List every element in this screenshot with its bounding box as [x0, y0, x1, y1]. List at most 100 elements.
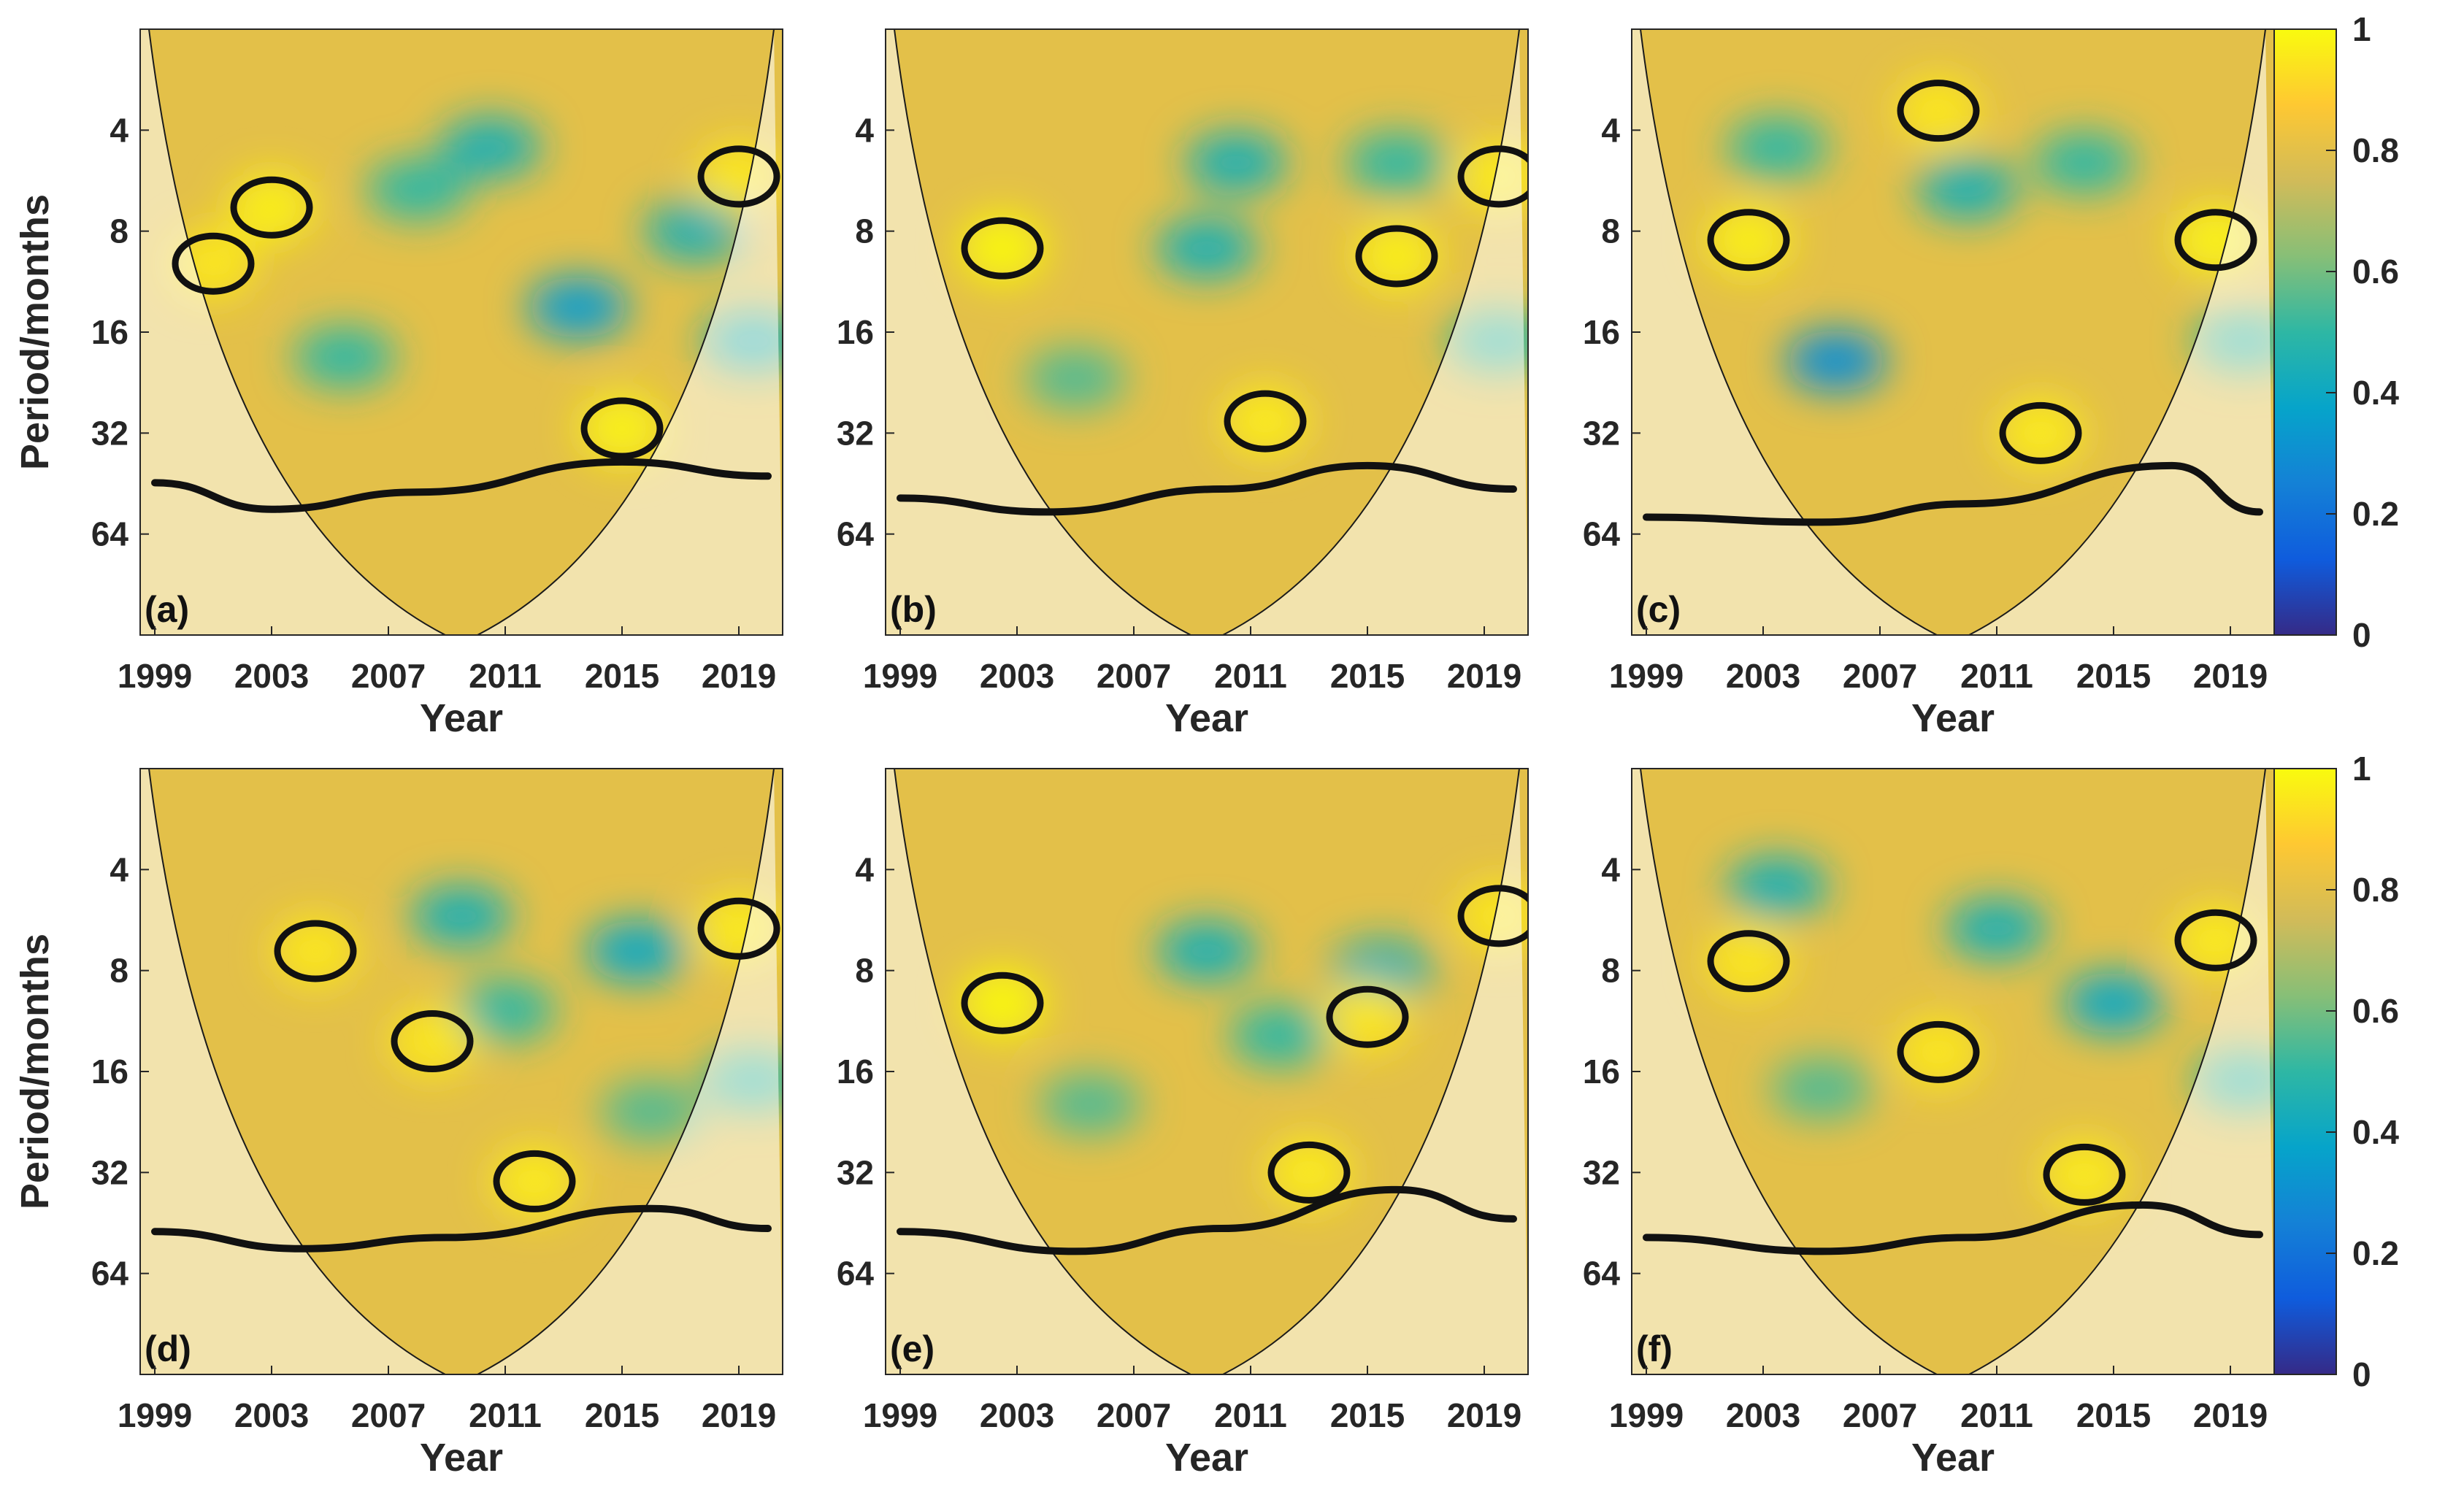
- y-tick-label: 32: [837, 414, 874, 452]
- y-axis-label: Period/months: [13, 934, 57, 1209]
- significance-contour: [2174, 909, 2257, 972]
- x-tick-label: 2011: [1214, 1396, 1287, 1434]
- significance-boundary-line: [897, 461, 1517, 516]
- x-tick-label: 2003: [980, 657, 1054, 695]
- high-coherence-region: [1354, 220, 1439, 291]
- significance-contour: [1707, 209, 1790, 272]
- significance-contour: [2043, 1143, 2126, 1206]
- x-tick-label: 2019: [1447, 1396, 1521, 1434]
- cone-of-influence-line: [894, 769, 1520, 1374]
- cone-of-influence-shade: [140, 769, 783, 1374]
- y-tick-label: 64: [1583, 515, 1621, 553]
- x-tick-label: 2011: [1214, 657, 1287, 695]
- x-tick-label: 2019: [702, 657, 776, 695]
- significance-contour: [580, 397, 664, 460]
- y-tick-label: 16: [837, 1053, 874, 1090]
- y-tick-label: 8: [855, 952, 874, 990]
- low-coherence-region: [1346, 131, 1448, 193]
- high-coherence-region: [1325, 982, 1410, 1053]
- x-tick-label: 2003: [1726, 1396, 1800, 1434]
- y-tick-label: 32: [1583, 414, 1620, 452]
- panel-a: (a) 1999 2003 2007 2011 2015 2019 Year 4 8 16 32 64 P…: [13, 28, 783, 740]
- y-tick-label: 8: [1601, 952, 1620, 990]
- colorbar-tick-label: 0.8: [2352, 871, 2399, 909]
- high-coherence-region: [273, 916, 358, 987]
- x-tick-label: 1999: [1609, 1396, 1684, 1434]
- cone-of-influence-line: [894, 29, 1520, 635]
- y-tick-label: 4: [110, 111, 128, 149]
- colorbar-tick-label: 0.2: [2352, 495, 2399, 533]
- high-coherence-region: [960, 213, 1045, 284]
- y-axis-label: Period/months: [13, 194, 57, 470]
- colorbar-tick-label: 0: [2352, 616, 2371, 654]
- x-tick-label: 2011: [469, 657, 542, 695]
- y-tick-label: 16: [837, 313, 874, 351]
- low-coherence-region: [366, 158, 469, 220]
- high-coherence-region: [580, 393, 664, 463]
- x-tick-label: 2019: [1447, 657, 1521, 695]
- panel-e: (e) 1999 2003 2007 2011 2015 2019 Year 4 8 16 32 64: [837, 768, 1529, 1480]
- coherence-field: [1632, 769, 2274, 1374]
- significance-contour: [1897, 1020, 1980, 1083]
- low-coherence-region: [1946, 898, 2048, 960]
- colorbar: 0 0.2 0.4 0.6 0.8 1: [2273, 10, 2399, 654]
- x-tick-label: 2011: [469, 1396, 542, 1434]
- panel-tag: (d): [145, 1328, 191, 1369]
- colorbar-tick-label: 0.6: [2352, 992, 2399, 1030]
- y-tick-label: 64: [837, 1255, 875, 1293]
- y-tick-label: 4: [1601, 111, 1620, 149]
- low-coherence-region: [600, 1080, 702, 1142]
- low-coherence-region: [454, 979, 556, 1041]
- y-tick-label: 64: [1583, 1255, 1621, 1293]
- low-coherence-region: [1185, 131, 1287, 193]
- low-coherence-region: [2033, 131, 2135, 193]
- x-tick-label: 2019: [2193, 657, 2268, 695]
- x-tick-label: 1999: [863, 657, 937, 695]
- high-coherence-region: [492, 1146, 577, 1217]
- x-axis-label: Year: [1911, 696, 1995, 740]
- x-axis-label: Year: [1165, 1436, 1248, 1480]
- panel-tag: (f): [1636, 1328, 1673, 1369]
- panel-c: (c) 1999 2003 2007 2011 2015 2019 Year 4 8 16 32 64: [1583, 28, 2275, 740]
- significance-contour: [230, 176, 313, 239]
- cone-of-influence-line: [148, 769, 775, 1374]
- x-tick-label: 2007: [1097, 1396, 1171, 1434]
- panel-f: (f) 1999 2003 2007 2011 2015 2019 Year 4 8 16 32 64: [1583, 768, 2275, 1480]
- significance-contour: [1355, 225, 1438, 288]
- x-tick-label: 2015: [2076, 1396, 2151, 1434]
- colorbar-tick-label: 1: [2352, 10, 2371, 48]
- low-coherence-region: [440, 116, 542, 178]
- low-coherence-region: [527, 277, 629, 339]
- x-tick-label: 2003: [1726, 657, 1800, 695]
- x-tick-label: 1999: [863, 1396, 937, 1434]
- x-tick-label: 2019: [2193, 1396, 2268, 1434]
- cone-of-influence-shade: [886, 29, 1528, 635]
- coherence-field: [140, 29, 783, 635]
- low-coherence-region: [644, 200, 746, 262]
- x-tick-label: 2003: [234, 1396, 309, 1434]
- y-tick-label: 32: [1583, 1153, 1620, 1191]
- x-tick-label: 2015: [1330, 1396, 1405, 1434]
- high-coherence-region: [229, 172, 314, 243]
- low-coherence-region: [1770, 1058, 1873, 1120]
- x-tick-label: 2007: [351, 657, 426, 695]
- colorbar-layer: 0 0.2 0.4 0.6 0.8 1 0 0.2 0.4 0.6 0.8 1: [2273, 10, 2399, 1393]
- significance-contour: [274, 920, 357, 982]
- colorbar-tick-label: 0.8: [2352, 131, 2399, 169]
- x-tick-label: 2007: [1843, 657, 1917, 695]
- x-tick-label: 2011: [1960, 1396, 2033, 1434]
- panel-tag: (a): [145, 589, 189, 630]
- colorbar-tick-label: 0: [2352, 1355, 2371, 1393]
- significance-contour: [2174, 209, 2257, 272]
- high-coherence-region: [390, 1006, 475, 1077]
- high-coherence-region: [960, 968, 1045, 1039]
- high-coherence-region: [1223, 386, 1308, 457]
- y-tick-label: 8: [1601, 212, 1620, 250]
- significance-contour: [1897, 80, 1980, 142]
- x-tick-label: 1999: [118, 657, 192, 695]
- colorbar-tick-label: 1: [2352, 750, 2371, 788]
- x-tick-label: 2003: [980, 1396, 1054, 1434]
- cone-of-influence-shade: [886, 769, 1528, 1374]
- x-axis-label: Year: [420, 1436, 503, 1480]
